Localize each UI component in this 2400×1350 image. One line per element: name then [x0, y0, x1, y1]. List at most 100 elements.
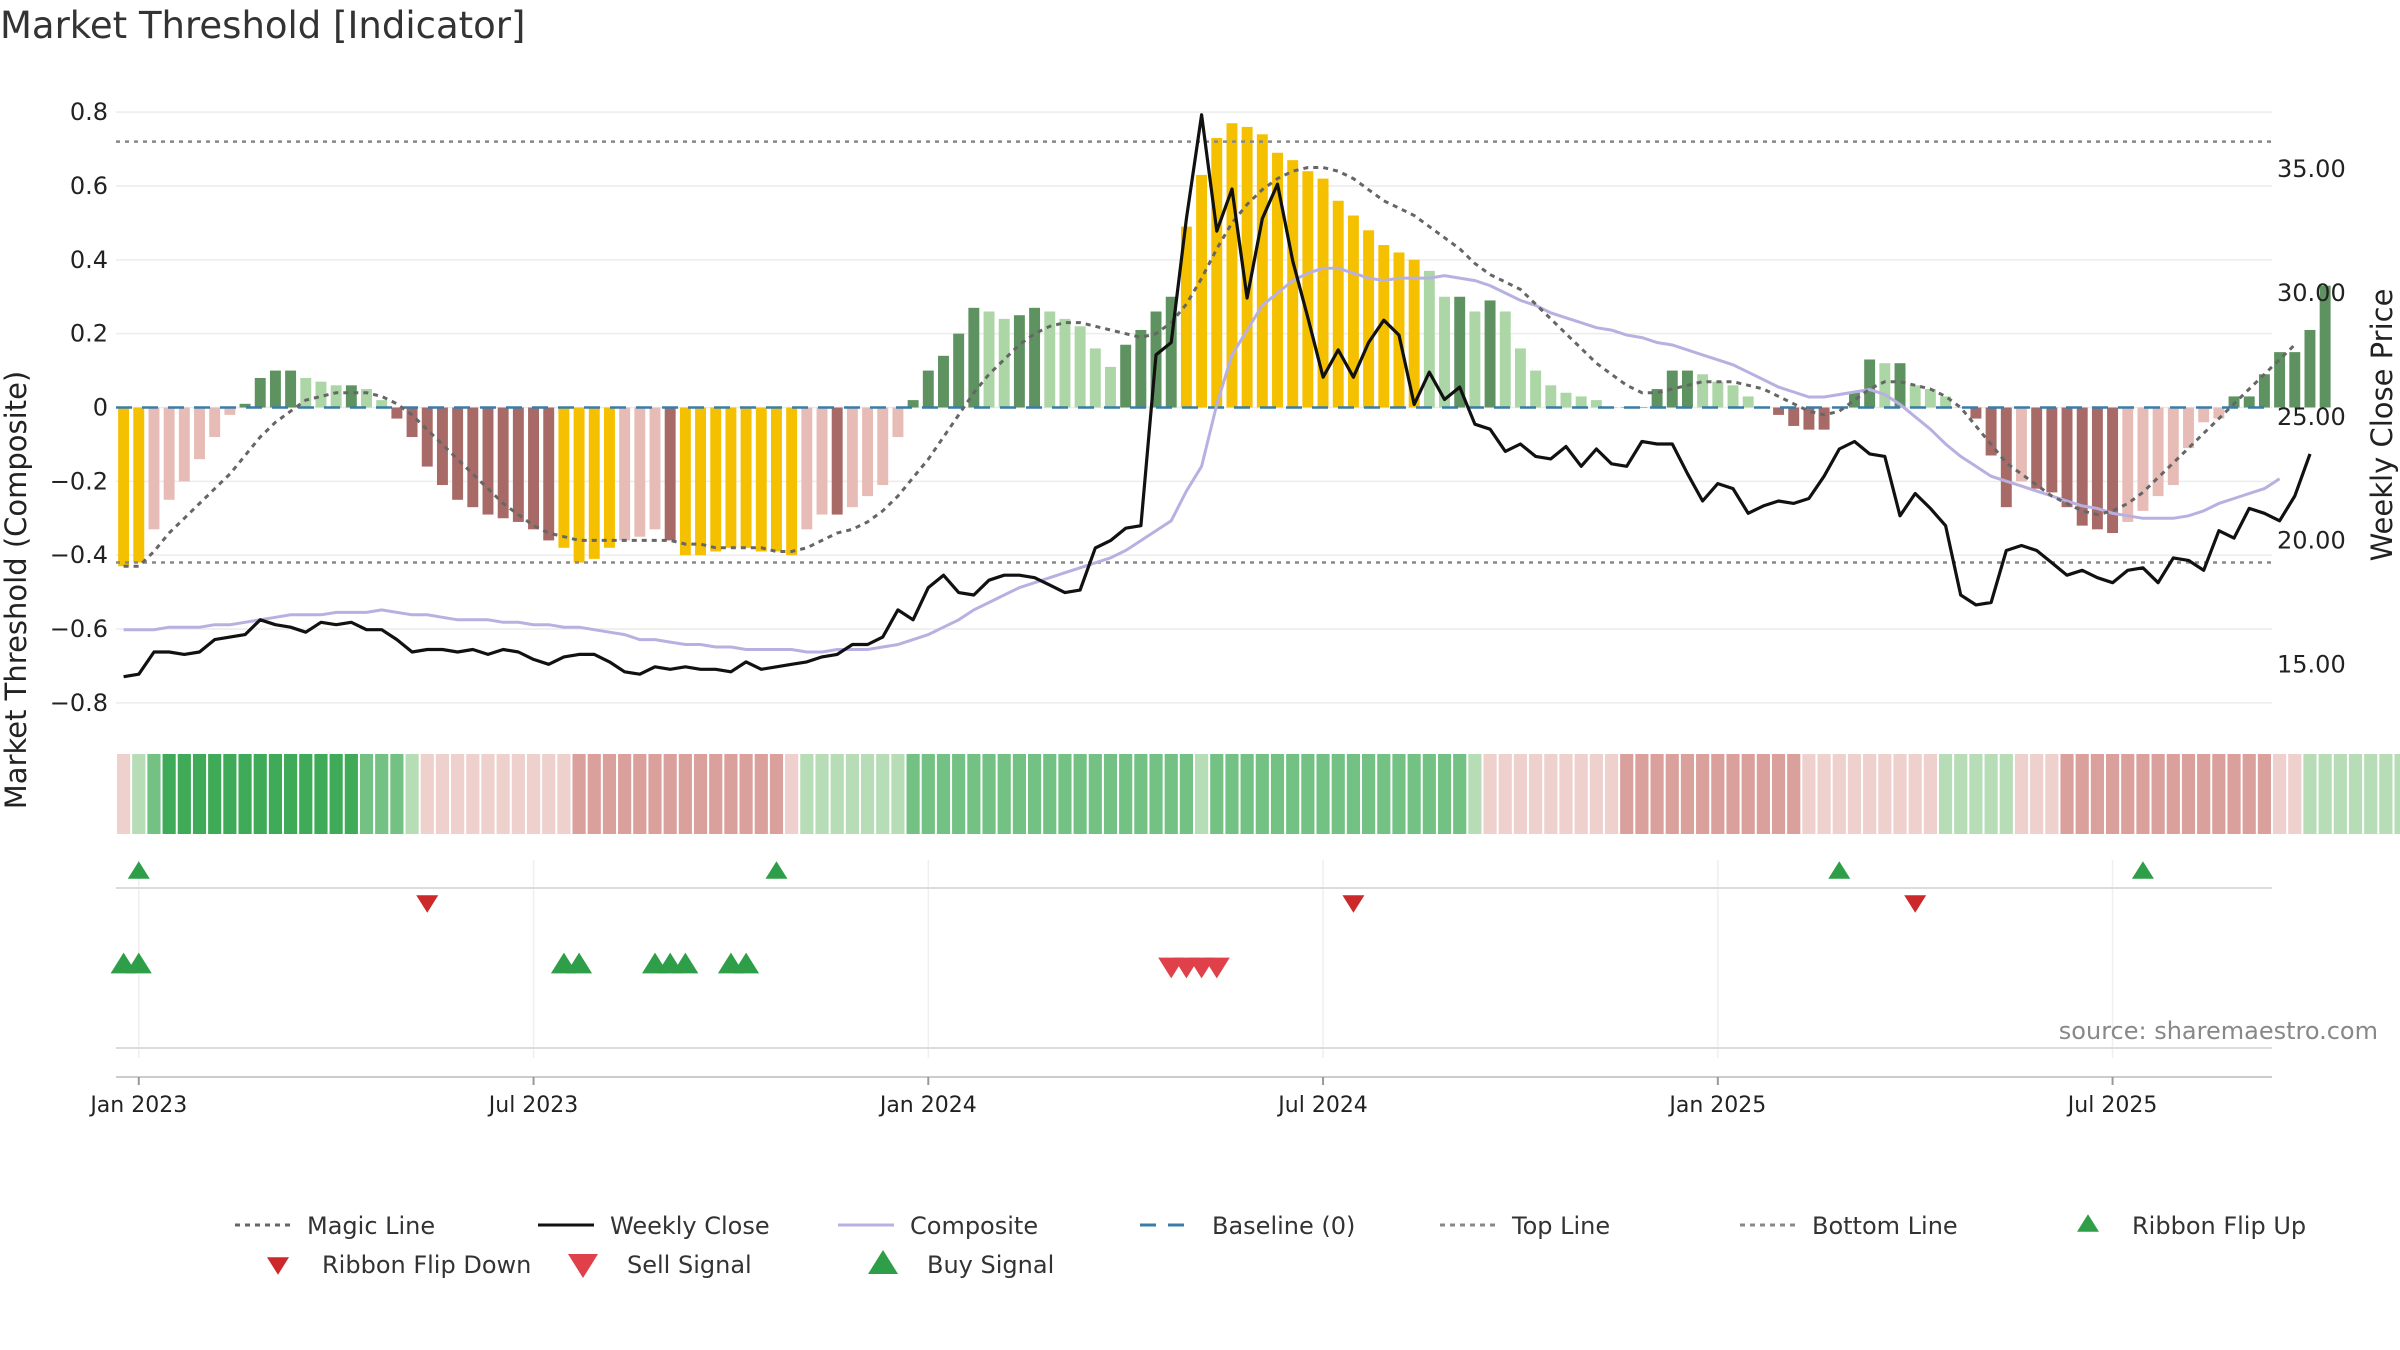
composite-bar	[1985, 407, 1997, 456]
ribbon-cell	[1574, 754, 1588, 834]
composite-bar	[2243, 396, 2255, 408]
ribbon-cell	[1119, 754, 1133, 834]
ribbon-cell	[1559, 754, 1573, 834]
ribbon-cell	[117, 754, 131, 834]
buy-signal-marker	[733, 952, 760, 974]
composite-bar	[1499, 311, 1511, 408]
composite-bar	[497, 407, 509, 519]
composite-bar	[1818, 407, 1830, 430]
ribbon-cell	[1468, 754, 1482, 834]
composite-bar	[1514, 348, 1526, 408]
composite-bar	[603, 407, 615, 548]
composite-bar	[1970, 407, 1982, 419]
composite-bar	[649, 407, 661, 530]
composite-bar	[2304, 329, 2316, 408]
grid-layer	[116, 111, 2272, 1058]
ribbon-cell	[693, 754, 708, 834]
ribbon-flip-markers	[116, 861, 2272, 913]
composite-bar	[634, 407, 646, 537]
legend-item: Top Line	[1440, 1212, 1610, 1240]
ribbon-cell	[1635, 754, 1649, 834]
ribbon-cell	[982, 754, 996, 834]
composite-bar	[239, 403, 251, 408]
ribbon-cell	[1027, 754, 1042, 834]
composite-bar	[770, 407, 782, 552]
legend-swatch	[2077, 1214, 2099, 1232]
ribbon-cell	[724, 754, 738, 834]
composite-bar	[1848, 392, 1860, 408]
ribbon-cell	[1058, 754, 1072, 834]
ribbon-cell	[344, 754, 358, 834]
composite-bar	[163, 407, 175, 500]
ribbon-cell	[1316, 754, 1330, 834]
composite-bar	[1332, 200, 1344, 408]
x-tick-label: Jan 2024	[878, 1093, 977, 1118]
ribbon-cell	[1680, 754, 1695, 834]
ribbon-cell	[1149, 754, 1163, 834]
y-tick-left-label: 0.6	[70, 172, 108, 200]
ribbon-cell	[663, 754, 677, 834]
y-tick-left-label: −0.6	[50, 615, 108, 643]
composite-bar	[2076, 407, 2088, 526]
composite-bar	[679, 407, 691, 556]
ribbon-cell	[284, 754, 298, 834]
ribbon-cell	[1392, 754, 1406, 834]
ribbon-cell	[1923, 754, 1937, 834]
ribbon-cell	[1255, 754, 1269, 834]
composite-bar	[588, 407, 600, 559]
ribbon-cell	[1529, 754, 1543, 834]
chart-title: Market Threshold [Indicator]	[0, 4, 525, 47]
ribbon-cell	[299, 754, 313, 834]
composite-bar	[938, 355, 949, 408]
ribbon-cell	[1893, 754, 1907, 834]
ribbon-cell	[754, 754, 768, 834]
composite-bar	[2031, 407, 2043, 489]
ribbon-cell	[496, 754, 510, 834]
ribbon-cell	[1437, 754, 1452, 834]
legend-label: Ribbon Flip Down	[322, 1251, 531, 1279]
ribbon-flip-down-marker	[1904, 895, 1927, 913]
composite-bar	[2183, 407, 2194, 449]
ribbon-cell	[2257, 754, 2271, 834]
ribbon-cell	[1164, 754, 1178, 834]
ribbon-cell	[1802, 754, 1816, 834]
ribbon-cell	[1270, 754, 1285, 834]
composite-bar	[436, 407, 448, 486]
ribbon-cell	[618, 754, 632, 834]
y-tick-right-label: 20.00	[2277, 527, 2346, 555]
ribbon-cell	[405, 754, 419, 834]
composite-bar	[922, 370, 934, 408]
composite-bar	[831, 407, 843, 515]
composite-bar	[558, 407, 570, 548]
ribbon-cell	[602, 754, 617, 834]
ribbon-cell	[314, 754, 328, 834]
composite-bar	[1272, 152, 1283, 408]
ribbon-flip-up-marker	[2131, 861, 2154, 879]
x-tick-label: Jan 2025	[1667, 1093, 1766, 1118]
composite-bar	[1105, 366, 1116, 408]
legend-swatch	[568, 1254, 598, 1278]
ribbon-cell	[800, 754, 814, 834]
composite-bar	[1439, 296, 1450, 408]
composite-bar	[1469, 311, 1481, 408]
ribbon-cell	[1878, 754, 1892, 834]
ribbon-cell	[815, 754, 829, 834]
ribbon-cell	[1073, 754, 1087, 834]
ribbon-cell	[1195, 754, 1209, 834]
legend-item: Bottom Line	[1740, 1212, 1958, 1240]
ribbon-cell	[1331, 754, 1345, 834]
legend-swatch	[267, 1257, 289, 1275]
composite-bar	[846, 407, 858, 508]
ribbon-cell	[1240, 754, 1254, 834]
ribbon-cell	[1771, 754, 1786, 834]
composite-bar	[1742, 396, 1754, 408]
ribbon-cell	[967, 754, 981, 834]
ribbon-cell	[1301, 754, 1315, 834]
y-tick-left-label: −0.2	[50, 467, 108, 495]
composite-bar	[512, 407, 524, 522]
ribbon-cell	[1134, 754, 1148, 834]
ribbon-cell	[587, 754, 601, 834]
legend-item: Composite	[838, 1212, 1038, 1240]
ribbon-strip	[117, 754, 2400, 834]
